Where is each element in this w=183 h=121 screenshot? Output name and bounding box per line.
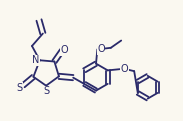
Text: O: O xyxy=(61,45,69,55)
Text: N: N xyxy=(32,55,39,65)
Text: O: O xyxy=(120,64,128,74)
Text: S: S xyxy=(16,83,23,93)
Text: O: O xyxy=(97,44,105,54)
Text: S: S xyxy=(43,86,49,96)
